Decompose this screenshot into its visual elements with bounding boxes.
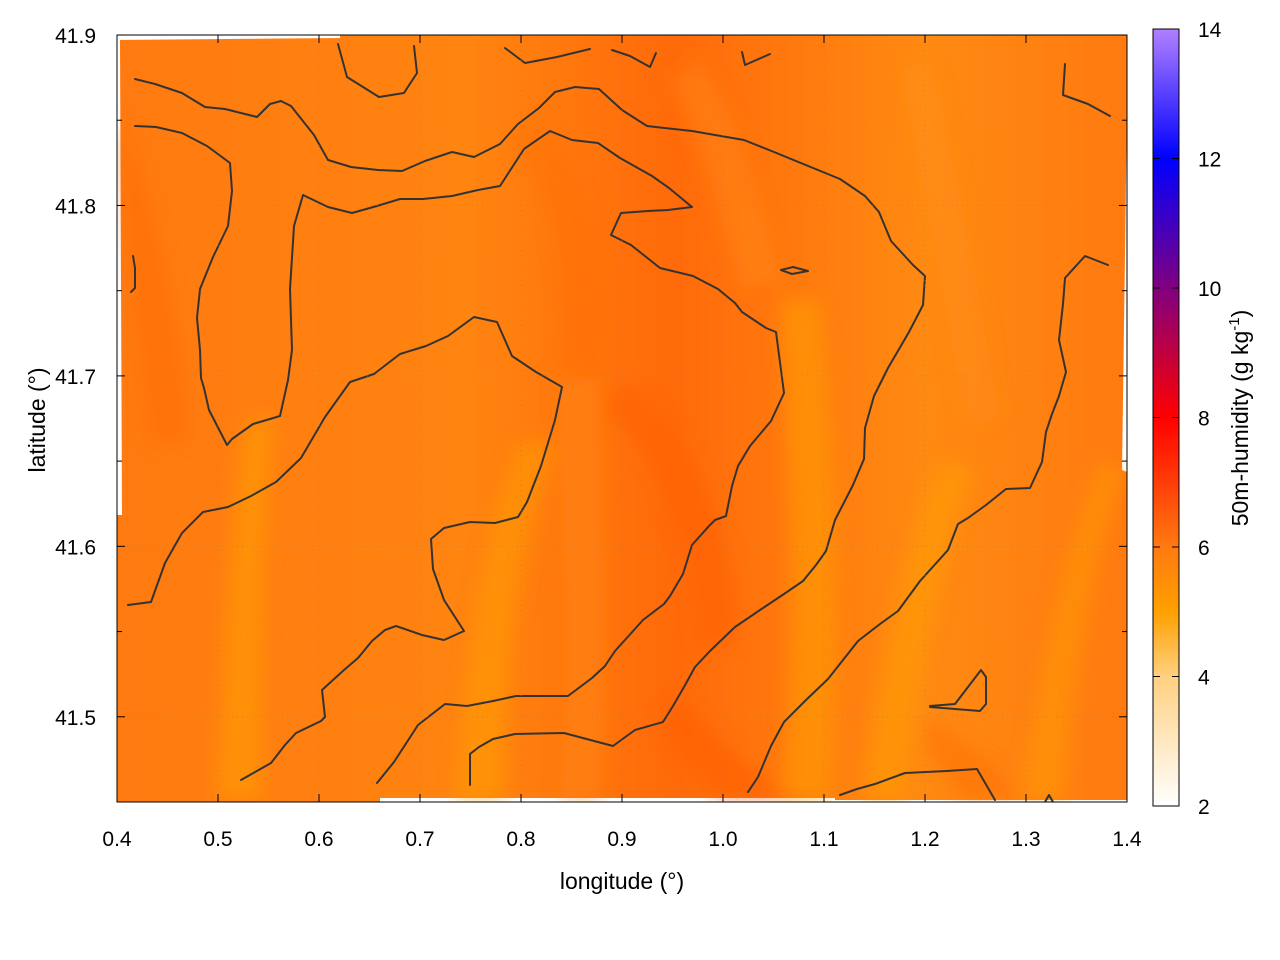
colorbar-tick-label: 6	[1198, 537, 1210, 560]
y-tick-label: 41.6	[55, 536, 96, 559]
contour-line	[504, 47, 591, 64]
contour-lines	[127, 43, 1111, 802]
contour-line	[1062, 63, 1111, 117]
heatmap-field	[117, 35, 1127, 802]
x-tick-label: 0.4	[102, 828, 132, 851]
colorbar-ticks: 2 4 6 8 10 12 14	[1153, 19, 1222, 819]
heatmap-streaks	[118, 60, 1125, 800]
x-tick-label: 0.7	[405, 828, 434, 851]
contour-line	[611, 49, 657, 68]
contour-line	[469, 275, 926, 786]
y-axis-ticks: 41.5 41.6 41.7 41.8 41.9	[55, 25, 1127, 803]
x-tick-label: 1.2	[910, 828, 939, 851]
contour-line	[929, 669, 987, 712]
x-tick-label: 0.6	[304, 828, 333, 851]
colorbar-tick-label: 12	[1198, 149, 1221, 172]
contour-line	[134, 78, 926, 277]
colorbar-label: 50m-humidity (g kg-1)	[1226, 310, 1253, 527]
y-tick-label: 41.9	[55, 25, 96, 48]
colorbar-tick-label: 10	[1198, 278, 1221, 301]
x-tick-label: 1.1	[809, 828, 838, 851]
colorbar-label-end: )	[1227, 310, 1253, 318]
colorbar-tick-label: 8	[1198, 408, 1210, 431]
x-tick-label: 1.0	[708, 828, 737, 851]
contour-line	[134, 125, 785, 784]
contour-line	[747, 255, 1109, 793]
colorbar-tick-label: 4	[1198, 667, 1210, 690]
y-tick-label: 41.7	[55, 366, 96, 389]
contour-line	[1044, 794, 1054, 802]
colorbar-tick-label: 2	[1198, 796, 1210, 819]
colorbar-label-exponent: -1	[1226, 317, 1243, 330]
y-axis-label: latitude (°)	[24, 367, 50, 472]
x-tick-label: 1.3	[1011, 828, 1040, 851]
x-tick-label: 1.4	[1112, 828, 1142, 851]
y-tick-label: 41.8	[55, 195, 96, 218]
contour-line	[337, 43, 418, 98]
colorbar-tick-label: 14	[1198, 19, 1222, 42]
x-tick-label: 0.8	[506, 828, 535, 851]
x-tick-label: 0.9	[607, 828, 636, 851]
contour-line	[741, 51, 771, 66]
contour-line	[127, 316, 563, 781]
x-axis-label: longitude (°)	[560, 868, 684, 894]
y-tick-label: 41.5	[55, 707, 96, 730]
contour-line	[130, 255, 136, 293]
x-axis-ticks: 0.4 0.5 0.6 0.7 0.8 0.9 1.0 1.1 1.2 1.3 1.4	[102, 35, 1142, 851]
contour-line	[839, 768, 996, 801]
x-tick-label: 0.5	[203, 828, 232, 851]
contour-line	[780, 266, 809, 275]
